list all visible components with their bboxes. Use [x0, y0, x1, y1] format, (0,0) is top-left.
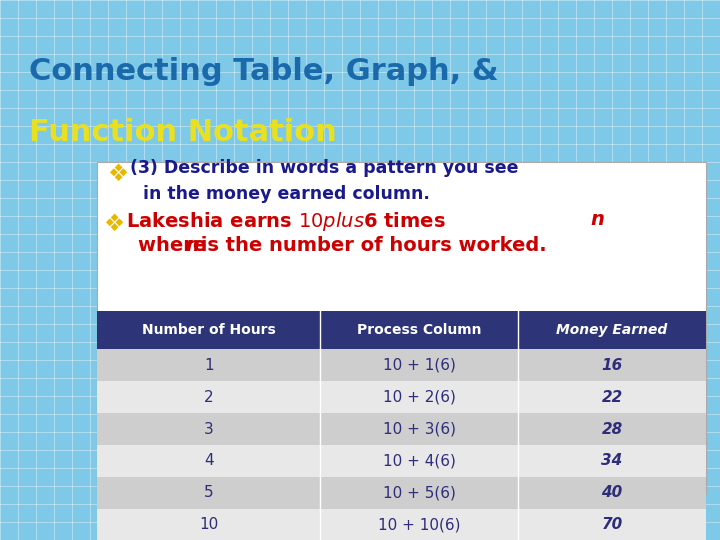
- Text: 16: 16: [601, 358, 623, 373]
- Text: Connecting Table, Graph, &: Connecting Table, Graph, &: [29, 57, 498, 86]
- Text: is the number of hours worked.: is the number of hours worked.: [194, 236, 547, 255]
- Text: ❖: ❖: [107, 162, 127, 186]
- Bar: [97, 509, 706, 540]
- Text: 34: 34: [601, 454, 623, 468]
- Bar: [97, 477, 706, 509]
- Text: 4: 4: [204, 454, 214, 468]
- Bar: [97, 381, 706, 413]
- Text: 10: 10: [199, 517, 218, 532]
- Text: Number of Hours: Number of Hours: [142, 323, 276, 337]
- Text: Lakeshia earns $10 plus $6 times: Lakeshia earns $10 plus $6 times: [126, 210, 447, 233]
- Text: 10 + 2(6): 10 + 2(6): [383, 390, 456, 404]
- Text: Money Earned: Money Earned: [557, 323, 667, 337]
- Text: 10 + 3(6): 10 + 3(6): [383, 422, 456, 436]
- Text: 22: 22: [601, 390, 623, 404]
- Text: 28: 28: [601, 422, 623, 436]
- Text: 2: 2: [204, 390, 214, 404]
- Bar: [97, 310, 706, 349]
- Text: 10 + 5(6): 10 + 5(6): [383, 485, 456, 500]
- Text: 1: 1: [204, 358, 214, 373]
- Text: Process Column: Process Column: [357, 323, 482, 337]
- Text: 5: 5: [204, 485, 214, 500]
- Bar: [97, 349, 706, 381]
- Text: 10 + 1(6): 10 + 1(6): [383, 358, 456, 373]
- Bar: [97, 413, 706, 445]
- Text: 70: 70: [601, 517, 623, 532]
- Text: where: where: [138, 236, 213, 255]
- Text: (3) Describe in words a pattern you see: (3) Describe in words a pattern you see: [130, 159, 518, 177]
- Text: Function Notation: Function Notation: [29, 118, 336, 147]
- Text: ❖: ❖: [103, 212, 124, 236]
- Text: in the money earned column.: in the money earned column.: [143, 185, 429, 203]
- Text: 40: 40: [601, 485, 623, 500]
- Text: n: n: [590, 210, 604, 228]
- Bar: [97, 445, 706, 477]
- Text: 10 + 10(6): 10 + 10(6): [378, 517, 461, 532]
- Text: n: n: [186, 236, 199, 255]
- Text: 10 + 4(6): 10 + 4(6): [383, 454, 456, 468]
- Bar: [97, 162, 706, 494]
- Text: 3: 3: [204, 422, 214, 436]
